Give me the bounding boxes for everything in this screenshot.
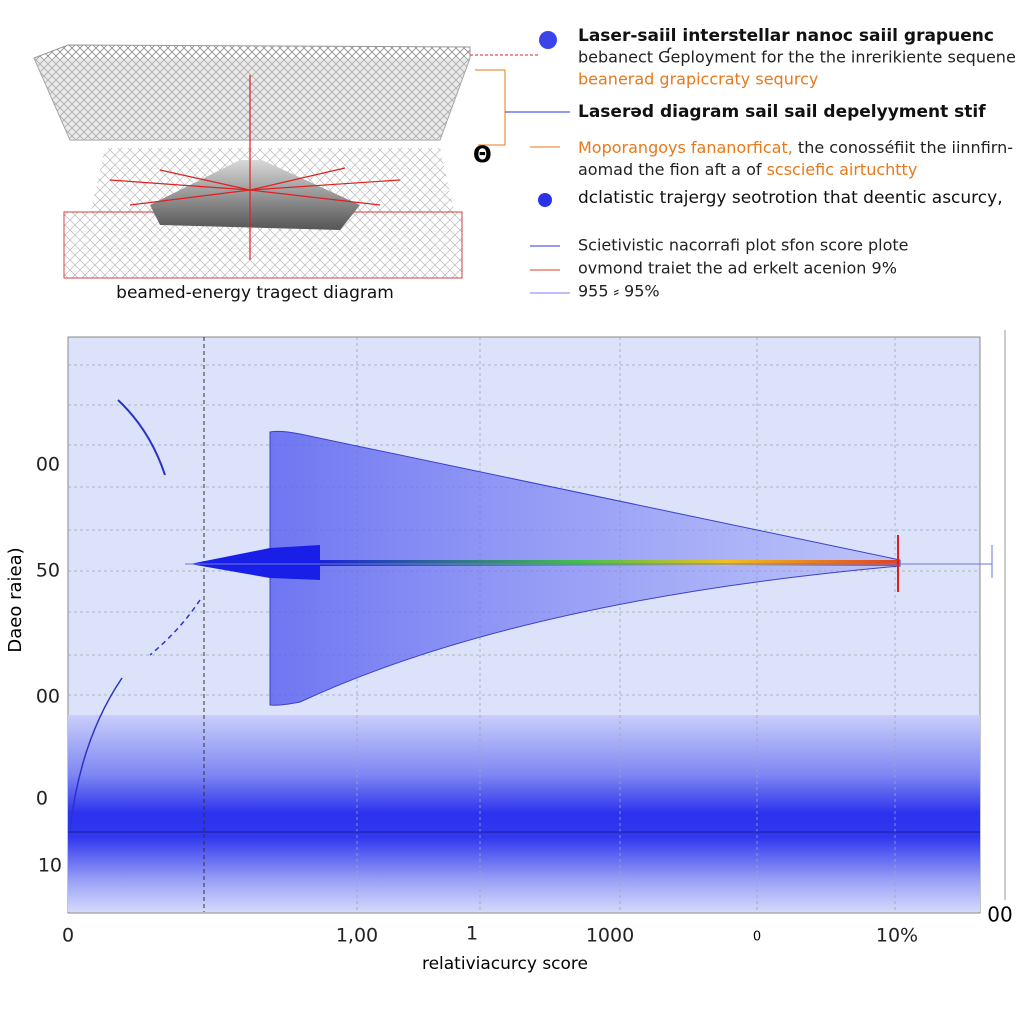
y-tick-label: 10	[38, 855, 62, 877]
bracket	[475, 69, 506, 146]
trajectory	[69, 677, 123, 831]
x-tick-label: 10%	[876, 925, 918, 947]
trajectory	[117, 399, 166, 476]
legend: Laser-saiil interstellar nanoc saiil gra…	[505, 26, 1016, 301]
beam-rays	[109, 75, 401, 260]
y-tick-label: 50	[36, 560, 60, 582]
y-tick-label: 0	[36, 788, 48, 810]
legend-text: Moporangoys fananorficat, the conosséfii…	[578, 138, 1013, 157]
y-axis-label: Daeo raiea)	[5, 547, 26, 652]
right-label: 00	[987, 903, 1012, 927]
cone	[150, 160, 360, 230]
sail-shade	[34, 58, 470, 140]
legend-text: Scietivistic nacorrafi plot sfon score p…	[578, 236, 909, 255]
legend-span: Moporangoys fananorficat,	[578, 138, 793, 157]
beam	[320, 560, 900, 566]
legend-text: aomad the fion aft a of scsciefic airtuc…	[578, 160, 917, 179]
legend-span: scsciefic airtuchtty	[767, 160, 918, 179]
legend-dot	[538, 193, 552, 207]
sail-diagram: Θ beamed-energy tragect diagram	[33, 44, 540, 303]
legend-text: 955 ⸗ 95%	[578, 282, 660, 301]
trajectory	[149, 599, 201, 656]
x-tick-label: 0	[753, 930, 761, 945]
legend-text: ovmond traiet the ad erkelt acenion 9%	[578, 259, 897, 278]
x-tick-label: 1,00	[336, 925, 378, 947]
y-tick-label: 00	[36, 454, 60, 476]
beam-core	[190, 545, 320, 580]
legend-text: Laser-saiil interstellar nanoc saiil gra…	[578, 26, 994, 46]
plot: 00 50 00 0 10 Daeo raiea) 0 1,00 1 1000 …	[5, 330, 1013, 974]
x-tick-label: 1000	[586, 925, 634, 947]
legend-dot	[539, 31, 557, 49]
symbol: Θ	[473, 143, 492, 168]
y-tick-label: 00	[36, 686, 60, 708]
legend-span: aomad the fion aft a of	[578, 160, 767, 179]
legend-text: Laserəd diagram sail sail depelyyment st…	[578, 102, 986, 122]
density-band	[68, 715, 980, 912]
legend-text: bebanect Ɠeployment for the the inreriki…	[578, 47, 1016, 67]
x-tick-label: 1	[466, 923, 478, 945]
sail-slab	[33, 44, 471, 141]
legend-span: the conosséfiit the iinnfirn-	[793, 138, 1013, 157]
x-axis-label: relativiacurcy score	[422, 954, 588, 974]
x-tick-label: 0	[62, 925, 74, 947]
caption: beamed-energy tragect diagram	[116, 283, 394, 303]
legend-text: dclatistic trajergy seotrotion that deen…	[578, 188, 1003, 208]
legend-text: beanerad grapiccraty sequrcy	[578, 70, 818, 89]
